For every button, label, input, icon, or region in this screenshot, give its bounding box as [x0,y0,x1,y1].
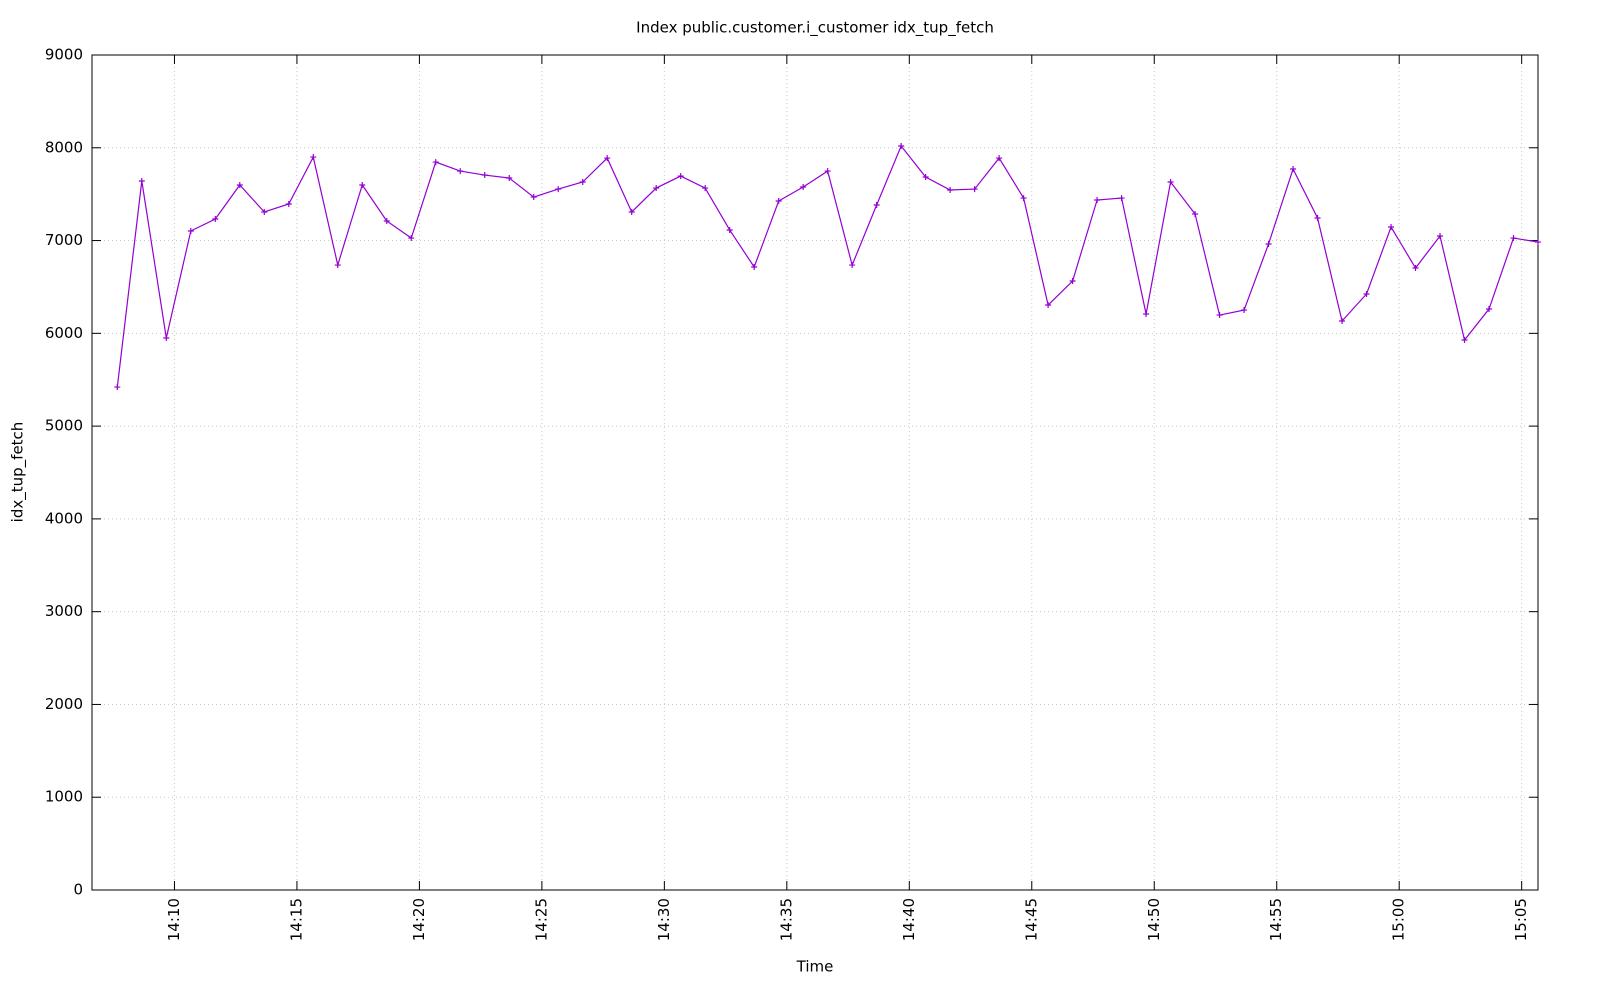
y-tick-label: 4000 [45,509,83,527]
data-point [261,208,268,215]
data-point [1265,240,1272,247]
data-point [604,155,611,162]
data-point [1339,317,1346,324]
y-tick-label: 5000 [45,417,83,435]
data-point [1045,302,1052,309]
x-tick-label: 15:05 [1512,898,1530,941]
data-point [1167,179,1174,186]
data-point [1192,211,1199,218]
data-point [1510,235,1517,242]
x-tick-label: 14:45 [1022,898,1040,941]
x-tick-label: 14:15 [287,898,305,941]
data-point [922,174,929,181]
data-point [1412,265,1419,272]
data-point [653,185,660,192]
y-tick-label: 3000 [45,602,83,620]
data-point [824,168,831,175]
data-point [285,201,292,208]
data-point [947,186,954,193]
data-point [800,184,807,191]
y-tick-label: 1000 [45,788,83,806]
data-point [1020,195,1027,202]
data-point [212,216,219,223]
data-point [628,208,635,215]
x-axis-label: Time [796,958,834,976]
data-point [138,177,145,184]
data-point [187,227,194,234]
data-point [530,194,537,201]
data-point [1290,166,1297,173]
data-point [432,159,439,166]
data-point [1535,239,1541,246]
data-line [116,144,1539,388]
y-tick-label: 2000 [45,695,83,713]
data-point [677,173,684,180]
data-point [751,263,758,270]
data-point [555,186,562,193]
data-point [1437,233,1444,240]
data-point [873,202,880,209]
data-point [114,384,121,391]
data-point [334,262,341,269]
data-point [996,155,1003,162]
data-point [1143,311,1150,318]
data-point [579,179,586,186]
data-point [1216,312,1223,319]
plot-border [91,54,1539,891]
data-point [1486,306,1493,313]
data-point [1118,195,1125,202]
data-point [310,154,317,161]
y-tick-label: 7000 [45,231,83,249]
data-point [971,186,978,193]
y-tick-label: 8000 [45,138,83,156]
x-tick-label: 14:40 [900,898,918,941]
data-point [236,181,243,188]
x-tick-label: 14:35 [777,898,795,941]
data-point [1388,224,1395,231]
data-point [481,172,488,179]
y-tick-label: 6000 [45,324,83,342]
data-point [849,262,856,269]
data-point [702,185,709,192]
data-point [163,334,170,341]
chart-title: Index public.customer.i_customer idx_tup… [636,19,994,38]
x-tick-label: 14:20 [410,898,428,941]
data-point [726,226,733,233]
x-tick-label: 14:50 [1145,898,1163,941]
data-point [1314,215,1321,222]
data-point [1461,337,1468,344]
data-point [457,168,464,175]
y-tick-label: 9000 [45,46,83,64]
data-point [775,198,782,205]
x-tick-label: 14:30 [655,898,673,941]
data-point [898,143,905,150]
data-point [383,217,390,224]
x-tick-label: 14:10 [165,898,183,941]
data-point [1241,307,1248,314]
data-point [506,175,513,182]
data-point [408,235,415,242]
data-point [1094,197,1101,204]
data-point [1363,290,1370,297]
x-tick-label: 14:25 [532,898,550,941]
data-point [1069,278,1076,285]
y-axis-label: idx_tup_fetch [9,422,28,523]
data-point [359,181,366,188]
x-tick-label: 15:00 [1390,898,1408,941]
y-tick-label: 0 [73,881,83,899]
x-tick-label: 14:55 [1267,898,1285,941]
